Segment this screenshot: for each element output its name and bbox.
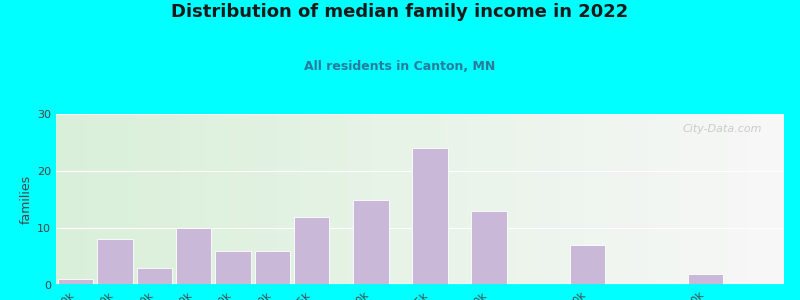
Text: City-Data.com: City-Data.com (682, 124, 762, 134)
Bar (294, 217, 330, 285)
Text: Distribution of median family income in 2022: Distribution of median family income in … (171, 3, 629, 21)
Y-axis label: families: families (20, 175, 33, 224)
Bar (98, 239, 133, 285)
Bar (687, 274, 723, 285)
Bar (471, 211, 506, 285)
Bar (137, 268, 172, 285)
Bar (215, 251, 250, 285)
Bar (570, 245, 605, 285)
Bar (412, 148, 447, 285)
Bar (58, 279, 94, 285)
Bar (353, 200, 389, 285)
Bar (176, 228, 211, 285)
Text: All residents in Canton, MN: All residents in Canton, MN (304, 60, 496, 73)
Bar (254, 251, 290, 285)
